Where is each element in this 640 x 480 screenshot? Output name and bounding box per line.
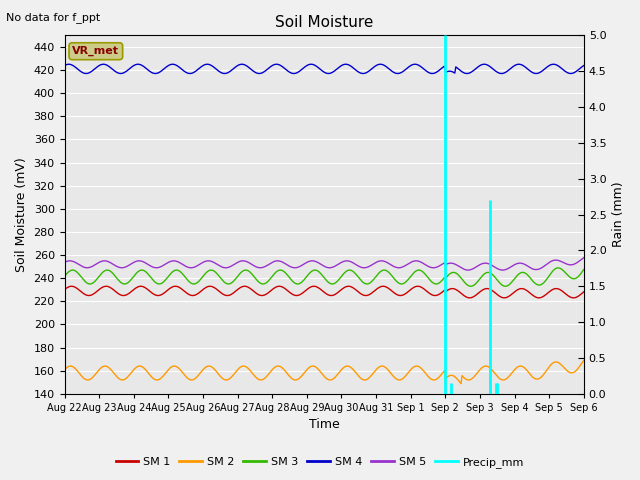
Text: No data for f_ppt: No data for f_ppt — [6, 12, 100, 23]
Y-axis label: Soil Moisture (mV): Soil Moisture (mV) — [15, 157, 28, 272]
Text: VR_met: VR_met — [72, 46, 119, 56]
Legend: SM 1, SM 2, SM 3, SM 4, SM 5, Precip_mm: SM 1, SM 2, SM 3, SM 4, SM 5, Precip_mm — [111, 452, 529, 472]
X-axis label: Time: Time — [309, 419, 340, 432]
Title: Soil Moisture: Soil Moisture — [275, 15, 373, 30]
Y-axis label: Rain (mm): Rain (mm) — [612, 182, 625, 247]
